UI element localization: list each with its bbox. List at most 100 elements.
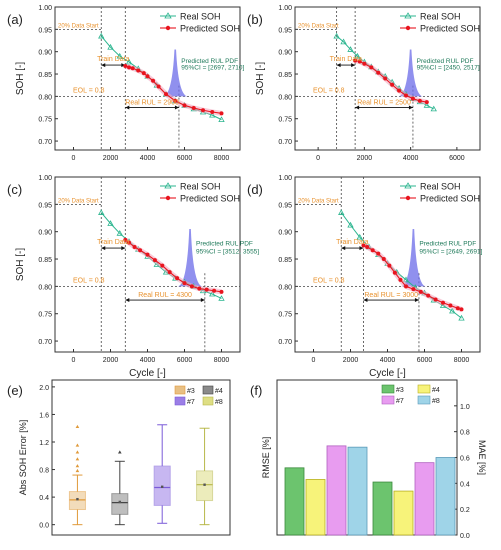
legend-real-label: Real SOH	[420, 12, 461, 22]
real-rul-label: Real RUL = 2900	[125, 100, 179, 107]
x-tick-label: 0	[316, 155, 320, 162]
legend-real-label: Real SOH	[420, 182, 461, 192]
real-rul-arrow-head-left	[125, 298, 130, 303]
y2-tick-label: 0.4	[460, 481, 470, 488]
x-tick-label: 6000	[417, 357, 433, 364]
real-soh-point	[218, 295, 225, 301]
predicted-rul-pdf	[178, 228, 203, 287]
box-mean	[160, 485, 164, 488]
predicted-soh-point	[197, 286, 202, 291]
predicted-soh-point	[455, 306, 460, 311]
y-tick-label: 0.0	[39, 523, 49, 530]
y-tick-label: 0.95	[38, 27, 52, 34]
box-outlier	[75, 443, 80, 447]
predicted-soh-point	[132, 245, 137, 249]
real-soh-point	[125, 58, 133, 65]
real-soh-point	[347, 221, 354, 228]
box-outlier	[75, 424, 80, 429]
legend-swatch	[174, 385, 186, 395]
x-tick-label: 0	[72, 357, 76, 364]
panel-label: (d)	[247, 182, 263, 197]
predicted-soh-point	[376, 251, 381, 256]
rul-ci-label: 95%CI = [2450, 2517]	[417, 65, 480, 72]
panel-label: (e)	[7, 383, 23, 398]
predicted-soh-point	[210, 110, 215, 115]
panel-label: (f)	[250, 383, 262, 398]
predicted-soh-point	[424, 100, 429, 105]
y-tick-label: 0.75	[278, 312, 292, 319]
box-iqr	[68, 491, 86, 511]
real-soh-point	[458, 314, 465, 321]
predicted-rul-pdf	[163, 49, 188, 97]
legend-label: #3	[187, 388, 195, 395]
box-outlier	[118, 450, 122, 454]
train-data-arrow-head-right	[121, 63, 126, 68]
predicted-soh-point	[404, 93, 408, 98]
box-iqr	[111, 493, 129, 515]
x-axis-label: Cycle [-]	[129, 368, 166, 379]
y-axis-label: SOH [-]	[255, 62, 266, 96]
predicted-soh-point	[219, 289, 224, 294]
x-axis-label: Cycle [-]	[369, 368, 406, 379]
x-tick-label: 2000	[357, 155, 373, 162]
y-tick-label: 1.00	[38, 175, 52, 182]
predicted-soh-point	[127, 240, 131, 245]
data-start-label: 20% Data Start	[298, 198, 339, 204]
plot-frame	[54, 176, 241, 353]
box-outlier	[75, 468, 80, 473]
predicted-soh-point	[397, 88, 402, 93]
x-tick-label: 8000	[454, 357, 470, 364]
panel-a: 0.70 0.75 0.80 0.85 0.90 0.95 1.00 0 2000 4000 600…	[7, 5, 245, 162]
box-outlier	[75, 450, 80, 454]
predicted-soh-point	[152, 258, 157, 263]
train-data-arrow-head-left	[101, 246, 106, 251]
data-start-label: 20% Data Start	[58, 198, 99, 204]
box-outlier	[75, 457, 80, 461]
predicted-soh-point	[381, 257, 386, 262]
real-rul-arrow-head-left	[355, 105, 360, 110]
real-soh-point	[116, 52, 123, 59]
panel-label: (c)	[7, 182, 22, 197]
y-tick-label: 1.00	[278, 5, 292, 12]
y-axis-label: RMSE [%]	[261, 437, 271, 479]
predicted-soh-point	[383, 76, 388, 81]
x-tick-label: 4000	[403, 155, 419, 162]
y-tick-label: 1.00	[38, 5, 52, 12]
predicted-soh-point	[433, 297, 438, 302]
predicted-soh-point	[136, 68, 141, 73]
real-soh-point	[116, 230, 123, 236]
legend-pred-marker	[165, 195, 171, 201]
rul-pdf-label: Predicted RUL PDF	[417, 58, 474, 65]
predicted-soh-point	[175, 276, 180, 281]
real-soh-point	[423, 101, 430, 108]
box-mean	[76, 497, 79, 501]
panel-b: 0.70 0.75 0.80 0.85 0.90 0.95 1.00 0 2000 4000 600…	[247, 5, 481, 162]
x-tick-label: 4000	[140, 155, 156, 162]
legend-pred-label: Predicted SOH	[180, 194, 240, 204]
real-soh-point	[338, 209, 345, 215]
bar	[372, 481, 393, 536]
predicted-soh-point	[167, 270, 172, 275]
y2-tick-label: 1.0	[460, 404, 470, 411]
y-tick-label: 0.75	[38, 117, 52, 124]
data-start-label: 20% Data Start	[58, 23, 99, 29]
rul-ci-label: 95%CI = [3512, 3555]	[196, 249, 259, 256]
rul-ci-label: 95%CI = [2649, 2691]	[419, 249, 482, 256]
x-tick-label: 0	[312, 357, 316, 364]
predicted-soh-point	[357, 59, 362, 64]
predicted-soh-point	[448, 303, 453, 308]
train-data-arrow-head-left	[101, 63, 106, 68]
legend-label: #4	[432, 387, 440, 394]
train-data-label: Train Data	[97, 239, 130, 246]
real-soh-point	[354, 52, 361, 59]
y2-tick-label: 0.8	[460, 430, 470, 437]
rul-pdf-label: Predicted RUL PDF	[181, 58, 238, 65]
y-tick-label: 0.80	[38, 94, 52, 101]
x-tick-label: 2000	[103, 357, 119, 364]
legend-swatch	[381, 395, 395, 405]
x-tick-label: 8000	[214, 357, 230, 364]
rul-pdf-label: Predicted RUL PDF	[196, 240, 253, 247]
y-tick-label: 0.75	[278, 117, 292, 124]
real-soh-point	[402, 276, 410, 283]
x-tick-label: 2000	[343, 357, 359, 364]
